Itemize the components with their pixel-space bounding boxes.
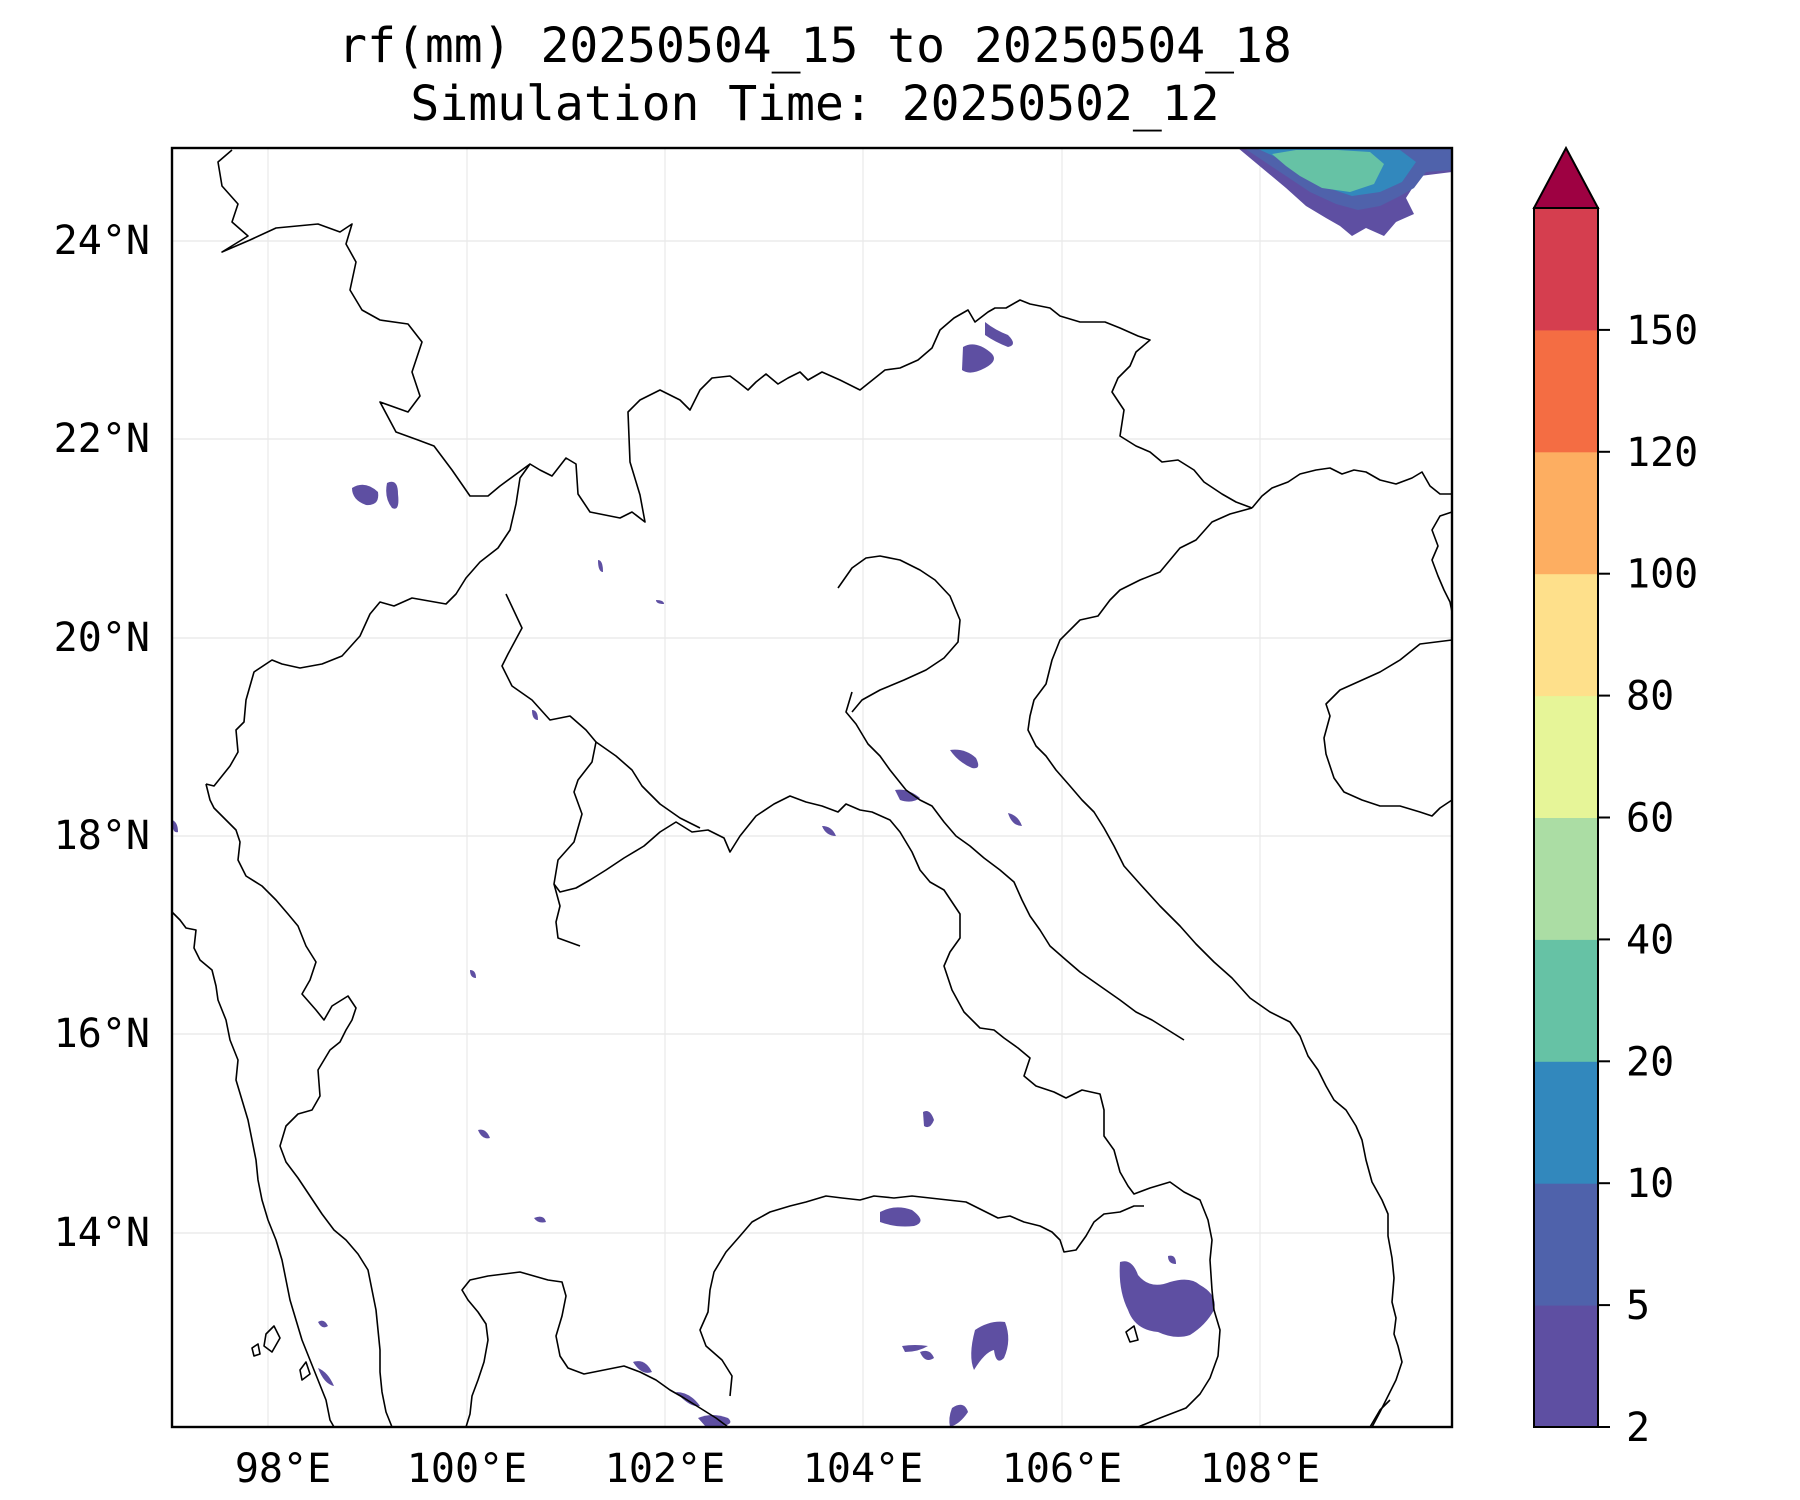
- rain-patch: [172, 820, 178, 833]
- rain-patch: [478, 1129, 490, 1139]
- rain-zone-20-40: [1272, 150, 1384, 192]
- colorbar-tick-label: 40: [1626, 917, 1674, 963]
- rain-patch-large: [1119, 1261, 1215, 1337]
- rain-patch: [386, 481, 399, 509]
- colorbar-tick-label: 120: [1626, 430, 1698, 476]
- lon-tick-label: 106°E: [1002, 1446, 1122, 1492]
- rain-patch: [985, 322, 1013, 347]
- colorbar-tick-label: 5: [1626, 1283, 1650, 1329]
- colorbar-segment: [1534, 695, 1598, 818]
- colorbar-segment: [1534, 329, 1598, 453]
- lon-axis: 98°E 100°E 102°E 104°E 106°E 108°E: [235, 1446, 1320, 1492]
- colorbar: 2 5 10 20 40 60 80 100 120 150: [1532, 145, 1698, 1451]
- lon-tick-label: 102°E: [605, 1446, 725, 1492]
- colorbar-tick-label: 60: [1626, 796, 1674, 842]
- colorbar-tick-label: 2: [1626, 1405, 1650, 1451]
- colorbar-tick-label: 20: [1626, 1039, 1674, 1085]
- rain-patch: [950, 749, 979, 769]
- lon-tick-label: 98°E: [235, 1446, 331, 1492]
- rain-patch: [318, 1320, 328, 1328]
- map-title: rf(mm) 20250504_15 to 20250504_18: [338, 18, 1292, 74]
- rain-patch: [318, 1368, 334, 1386]
- rain-patch: [352, 484, 379, 506]
- lon-tick-label: 100°E: [407, 1446, 527, 1492]
- colorbar-segment: [1534, 1305, 1598, 1428]
- lat-tick-label: 16°N: [54, 1011, 150, 1057]
- rain-patch: [895, 789, 920, 802]
- colorbar-tick-label: 150: [1626, 308, 1698, 354]
- lat-tick-label: 22°N: [54, 416, 150, 462]
- colorbar-segment: [1534, 939, 1598, 1062]
- lat-tick-label: 14°N: [54, 1210, 150, 1256]
- lat-tick-label: 20°N: [54, 615, 150, 661]
- rain-patch: [633, 1361, 652, 1373]
- rain-patch: [971, 1321, 1009, 1370]
- map-frame: [170, 146, 1454, 1429]
- colorbar-segment: [1534, 451, 1598, 575]
- rain-patch: [598, 560, 603, 572]
- rain-patch: [920, 1350, 934, 1360]
- rain-patch: [923, 1111, 934, 1128]
- map-area: [172, 148, 1452, 1427]
- rain-patch: [949, 1404, 968, 1427]
- rain-patch: [534, 1216, 546, 1223]
- colorbar-tick-label: 100: [1626, 552, 1698, 598]
- gridlines: [172, 148, 1452, 1427]
- rain-patch: [880, 1207, 921, 1227]
- coastlines-and-borders: [171, 149, 1453, 1428]
- rainfall-contours: [172, 148, 1452, 1427]
- colorbar-segment: [1534, 573, 1598, 697]
- rain-patch: [902, 1345, 928, 1352]
- lat-axis: 24°N 22°N 20°N 18°N 16°N 14°N: [54, 218, 150, 1256]
- lat-tick-label: 18°N: [54, 813, 150, 859]
- rain-patch: [532, 710, 538, 720]
- colorbar-tick-label: 10: [1626, 1161, 1674, 1207]
- rain-patch: [1168, 1255, 1176, 1264]
- rain-patch: [676, 1392, 700, 1407]
- rain-patch: [470, 970, 476, 978]
- colorbar-extend-arrow: [1532, 145, 1600, 209]
- rain-patch: [698, 1415, 731, 1427]
- map-subtitle: Simulation Time: 20250502_12: [410, 76, 1219, 132]
- rain-patch: [962, 344, 994, 373]
- lon-tick-label: 108°E: [1200, 1446, 1320, 1492]
- rain-patch: [656, 600, 664, 604]
- colorbar-tick-label: 80: [1626, 674, 1674, 720]
- colorbar-segment: [1534, 1183, 1598, 1306]
- rain-patch: [822, 826, 836, 836]
- lon-tick-label: 104°E: [803, 1446, 923, 1492]
- colorbar-segment: [1534, 208, 1598, 331]
- lat-tick-label: 24°N: [54, 218, 150, 264]
- colorbar-segment: [1534, 817, 1598, 940]
- rain-patch: [1008, 813, 1022, 826]
- colorbar-segment: [1534, 1061, 1598, 1184]
